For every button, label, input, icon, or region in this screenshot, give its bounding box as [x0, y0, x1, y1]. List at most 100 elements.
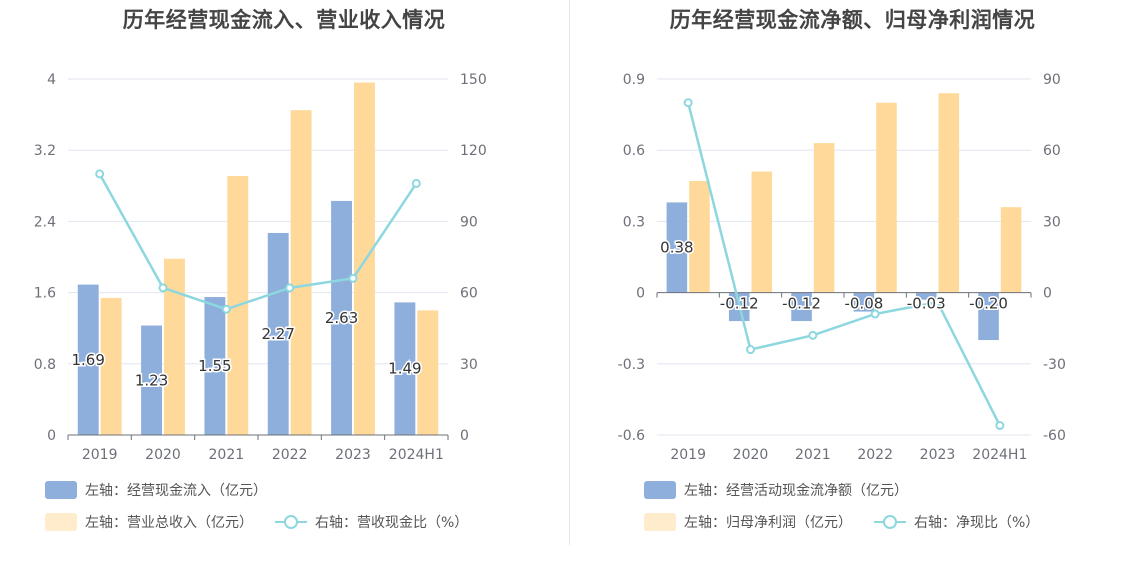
y-left-tick-label: -0.6 [618, 428, 645, 444]
legend-swatch-line [874, 513, 906, 531]
panel-divider [569, 0, 570, 545]
x-tick-label: 2020 [733, 447, 769, 463]
bar-cash-inflow [141, 325, 162, 435]
x-tick-label: 2019 [82, 447, 118, 463]
bar-net-profit [689, 181, 710, 293]
ratio-point [746, 345, 755, 355]
legend-swatch-blue [45, 481, 77, 499]
data-label: 1.69 [72, 351, 105, 369]
y-right-tick-label: -60 [1043, 428, 1066, 444]
data-label: -0.12 [782, 295, 821, 313]
legend-label[interactable]: 左轴：归母净利润（亿元） [684, 515, 852, 531]
ratio-point [808, 330, 818, 340]
bar-revenue [354, 82, 375, 435]
data-label: 2.27 [262, 325, 295, 343]
chart-title: 历年经营现金流入、营业收入情况 [122, 8, 446, 32]
bar-revenue [164, 258, 185, 435]
x-tick-label: 2024H1 [389, 447, 444, 463]
legend-label[interactable]: 右轴：营收现金比（%） [315, 515, 469, 531]
y-left-tick-label: 1.6 [34, 286, 56, 302]
chart-svg-right: -0.6 -0.3 0 0.3 0.6 0.9 -60 -30 0 30 60 90 2019 2020 2… [618, 72, 1066, 463]
y-left-tick-label: 0.9 [623, 72, 645, 88]
bar-cash-net [666, 202, 688, 293]
bar-cash-inflow [331, 200, 352, 435]
ratio-point [95, 169, 105, 179]
bar-net-profit [1000, 207, 1022, 293]
data-label: 1.23 [135, 371, 168, 389]
y-right-tick-label: 90 [1043, 72, 1061, 88]
chart-panel-left: 历年经营现金流入、营业收入情况 0 0.8 1.6 2.4 3.2 4 0 30 60 90 120… [34, 8, 487, 532]
x-tick-label: 2022 [857, 447, 893, 463]
legend-label[interactable]: 左轴：经营现金流入（亿元） [85, 483, 267, 499]
y-left-tick-label: 4 [47, 72, 56, 88]
data-label: 0.38 [660, 239, 693, 257]
y-right-tick-label: 0 [460, 428, 469, 444]
chart-title: 历年经营现金流净额、归母净利润情况 [669, 8, 1036, 32]
x-tick-label: 2023 [920, 447, 956, 463]
bar-cash-net [978, 292, 999, 341]
legend-row-2: 左轴：营业总收入（亿元） 右轴：营收现金比（%） [45, 512, 468, 532]
bar-net-profit [938, 93, 960, 293]
data-label: 1.49 [388, 360, 421, 378]
y-right-tick-label: 150 [460, 72, 487, 88]
legend-row-2: 左轴：归母净利润（亿元） 右轴：净现比（%） [644, 512, 1039, 532]
y-left-tick-label: 0 [47, 428, 56, 444]
legend-swatch-line [275, 513, 307, 531]
ratio-point [995, 421, 1005, 431]
x-tick-label: 2022 [272, 447, 308, 463]
y-left-tick-label: 0.3 [623, 214, 645, 230]
legend-swatch-orange [644, 513, 676, 531]
y-right-tick-label: 30 [1043, 214, 1061, 230]
bar-cash-inflow [204, 297, 226, 435]
ratio-point [158, 283, 168, 293]
legend-row-1: 左轴：经营活动现金流净额（亿元） [644, 480, 908, 500]
y-left-tick-label: 2.4 [34, 214, 56, 230]
legend-label[interactable]: 左轴：经营活动现金流净额（亿元） [684, 483, 908, 499]
y-right-tick-label: 60 [460, 286, 478, 302]
bar-cash-inflow [77, 284, 99, 435]
legend-swatch-blue [644, 481, 676, 499]
chart-svg-left: 0 0.8 1.6 2.4 3.2 4 0 30 60 90 120 150 2019 2020 2021 2… [34, 72, 487, 463]
ratio-point [348, 273, 358, 283]
y-left-tick-label: -0.3 [618, 357, 645, 373]
ratio-line [98, 173, 418, 311]
bar-cash-inflow [394, 302, 416, 435]
y-left-tick-label: 0 [636, 286, 645, 302]
bar-cash-net [791, 292, 812, 322]
y-right-tick-label: -30 [1043, 357, 1066, 373]
data-label: -0.03 [907, 295, 946, 313]
legend-row-1: 左轴：经营现金流入（亿元） [45, 480, 267, 500]
ratio-point [933, 297, 942, 307]
x-tick-label: 2021 [209, 447, 245, 463]
ratio-point [683, 98, 693, 108]
data-label: 2.63 [325, 309, 358, 327]
data-label: -0.08 [844, 295, 883, 313]
x-tick-label: 2024H1 [972, 447, 1027, 463]
y-left-tick-label: 3.2 [34, 143, 56, 159]
legend-label[interactable]: 右轴：净现比（%） [914, 515, 1040, 531]
y-left-tick-label: 0.6 [623, 143, 645, 159]
x-tick-label: 2019 [670, 447, 706, 463]
y-right-tick-label: 60 [1043, 143, 1061, 159]
bar-revenue [417, 310, 439, 435]
ratio-point [221, 304, 231, 314]
y-right-tick-label: 90 [460, 214, 478, 230]
bar-revenue [290, 110, 312, 436]
bar-cash-inflow [267, 232, 289, 435]
x-tick-label: 2020 [145, 447, 181, 463]
bar-cash-net [915, 292, 937, 300]
ratio-point [285, 283, 295, 293]
y-right-tick-label: 120 [460, 143, 487, 159]
legend-label[interactable]: 左轴：营业总收入（亿元） [85, 515, 253, 531]
chart-panel-right: 历年经营现金流净额、归母净利润情况 -0.6 -0.3 0 0.3 0.6 0.9 -60 -… [571, 0, 1134, 582]
bar-cash-net [853, 292, 875, 312]
data-label: 1.55 [198, 357, 231, 375]
ratio-point [411, 178, 421, 188]
y-left-tick-label: 0.8 [34, 357, 56, 373]
bar-net-profit [751, 171, 773, 293]
data-label: -0.20 [969, 295, 1008, 313]
bar-revenue [100, 297, 122, 435]
x-tick-label: 2023 [335, 447, 371, 463]
ratio-point [870, 309, 880, 319]
ratio-line [686, 102, 1001, 427]
